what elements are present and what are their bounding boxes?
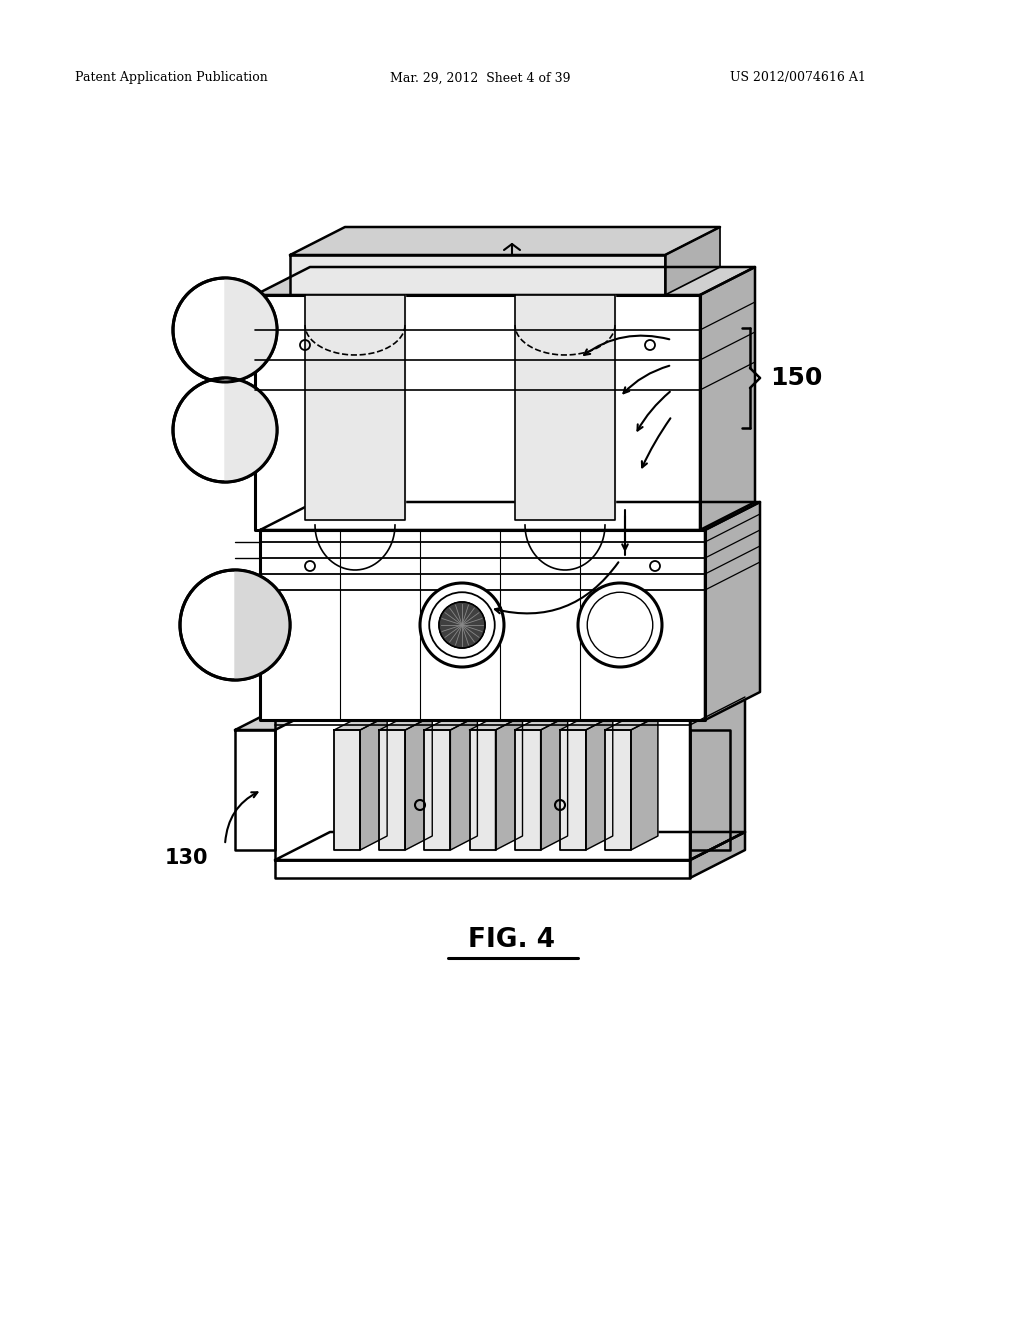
Text: FIG. 4: FIG. 4 [469, 927, 555, 953]
Polygon shape [560, 730, 586, 850]
Polygon shape [605, 715, 657, 730]
Polygon shape [665, 227, 720, 294]
Polygon shape [260, 531, 705, 719]
Polygon shape [275, 832, 745, 861]
Wedge shape [225, 378, 278, 482]
Text: Patent Application Publication: Patent Application Publication [75, 71, 267, 84]
Circle shape [439, 602, 485, 648]
Polygon shape [451, 715, 477, 850]
Circle shape [180, 570, 290, 680]
Polygon shape [705, 502, 760, 719]
Text: 130: 130 [165, 847, 209, 869]
Circle shape [173, 279, 278, 381]
Polygon shape [334, 730, 360, 850]
Text: 172: 172 [678, 352, 722, 374]
Polygon shape [275, 692, 745, 719]
Polygon shape [631, 715, 657, 850]
Polygon shape [469, 715, 522, 730]
Polygon shape [275, 861, 690, 878]
Polygon shape [424, 730, 451, 850]
Circle shape [578, 583, 662, 667]
Text: 155: 155 [608, 492, 651, 512]
Polygon shape [305, 294, 406, 520]
Polygon shape [690, 730, 730, 850]
Polygon shape [234, 730, 275, 850]
Polygon shape [469, 730, 496, 850]
Polygon shape [260, 502, 760, 531]
Polygon shape [700, 267, 755, 531]
Polygon shape [541, 715, 567, 850]
Polygon shape [334, 715, 387, 730]
Polygon shape [690, 692, 745, 861]
Polygon shape [360, 715, 387, 850]
Text: US 2012/0074616 A1: US 2012/0074616 A1 [730, 71, 866, 84]
Polygon shape [406, 715, 432, 850]
Polygon shape [515, 730, 541, 850]
Wedge shape [234, 570, 290, 680]
Polygon shape [424, 715, 477, 730]
Polygon shape [255, 294, 700, 531]
Circle shape [173, 378, 278, 482]
Polygon shape [255, 267, 755, 294]
Polygon shape [515, 715, 567, 730]
Polygon shape [515, 294, 615, 520]
Polygon shape [275, 719, 690, 861]
Polygon shape [605, 730, 631, 850]
Polygon shape [379, 715, 432, 730]
Text: 150: 150 [770, 366, 822, 389]
Text: 174: 174 [678, 378, 722, 399]
Polygon shape [496, 715, 522, 850]
Polygon shape [290, 227, 720, 255]
Polygon shape [586, 715, 612, 850]
Polygon shape [379, 730, 406, 850]
Text: 154: 154 [678, 404, 722, 424]
Text: 170: 170 [678, 327, 722, 348]
Polygon shape [690, 832, 745, 878]
Polygon shape [560, 715, 612, 730]
Text: Mar. 29, 2012  Sheet 4 of 39: Mar. 29, 2012 Sheet 4 of 39 [390, 71, 570, 84]
Polygon shape [290, 255, 665, 294]
Polygon shape [234, 702, 330, 730]
Wedge shape [225, 279, 278, 381]
Circle shape [420, 583, 504, 667]
